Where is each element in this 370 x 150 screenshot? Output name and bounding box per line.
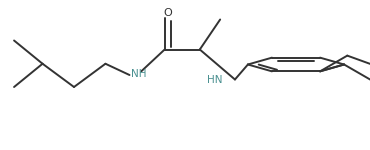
Text: NH: NH	[131, 69, 147, 79]
Text: HN: HN	[207, 75, 223, 85]
Text: O: O	[163, 8, 172, 18]
